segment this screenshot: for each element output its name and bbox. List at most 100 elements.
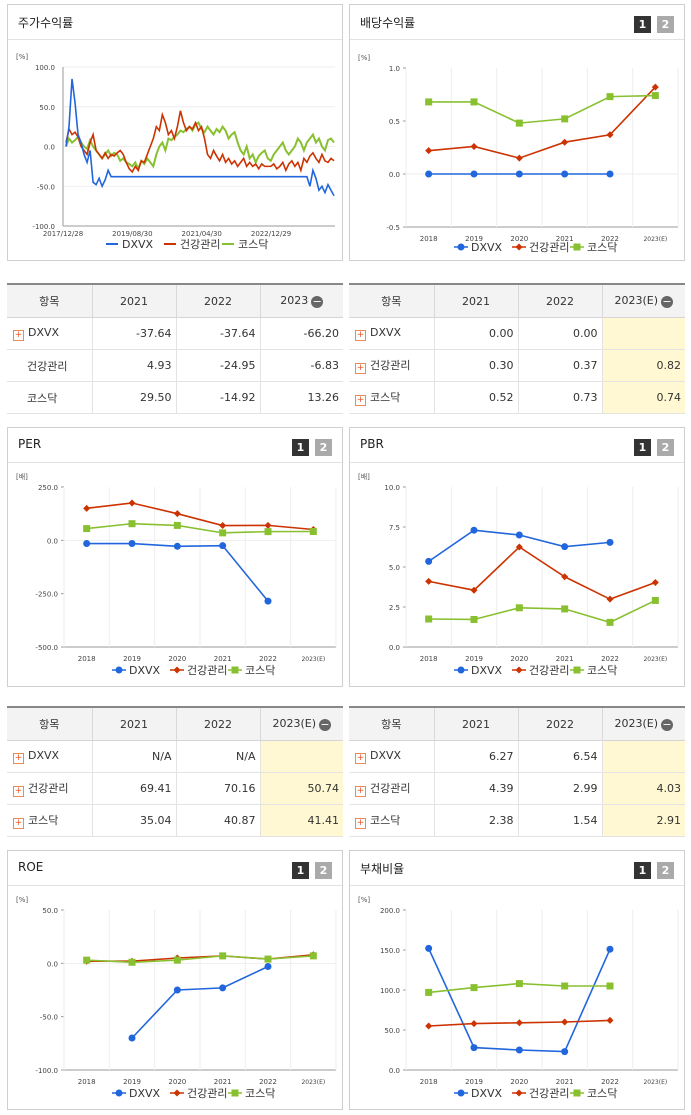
y-tick-label: 0.0 xyxy=(44,144,55,152)
row-label[interactable]: + 코스닥 xyxy=(349,804,434,837)
column-header-year: 2023− xyxy=(259,283,343,318)
table-cell: N/A xyxy=(175,740,260,773)
row-label[interactable]: + 코스닥 xyxy=(7,804,92,837)
x-tick-label: 2021 xyxy=(214,655,232,663)
page-1-button[interactable]: 1 xyxy=(292,439,309,456)
page-1-button[interactable]: 1 xyxy=(634,16,651,33)
row-label[interactable]: + DXVX xyxy=(7,740,92,773)
row-label[interactable]: + DXVX xyxy=(349,740,434,773)
panel-title: 배당수익률 xyxy=(360,16,416,30)
expand-icon[interactable]: + xyxy=(13,330,24,341)
data-point xyxy=(515,980,523,988)
table-cell: 70.16 xyxy=(175,772,260,805)
column-header-year: 2022 xyxy=(175,706,260,741)
page-2-button[interactable]: 2 xyxy=(315,862,332,879)
row-label[interactable]: + DXVX xyxy=(349,317,434,350)
legend-label: 건강관리 xyxy=(529,241,569,254)
expand-icon[interactable]: + xyxy=(355,395,366,406)
row-name: DXVX xyxy=(28,326,60,339)
data-point xyxy=(83,525,91,533)
series-line xyxy=(428,86,656,159)
pbr-table: 항목 2021 2022 2023(E) − + DXVX 6.27 6.54 + 건강관리 4.39… xyxy=(349,706,685,837)
collapse-icon[interactable]: − xyxy=(661,718,674,731)
data-point xyxy=(561,1048,569,1056)
expand-icon[interactable]: + xyxy=(13,786,24,797)
data-point xyxy=(470,615,478,623)
page-1-button[interactable]: 1 xyxy=(634,862,651,879)
row-label[interactable]: + 건강관리 xyxy=(7,772,92,805)
y-tick-label: 1.0 xyxy=(389,65,400,73)
page-1-button[interactable]: 1 xyxy=(292,862,309,879)
row-label[interactable]: + DXVX xyxy=(7,317,92,350)
data-point xyxy=(651,92,659,100)
x-tick-label: 2021/04/30 xyxy=(182,230,222,238)
expand-icon[interactable]: + xyxy=(13,818,24,829)
series-line xyxy=(427,948,611,1053)
table-row: + DXVX N/A N/A xyxy=(7,740,343,773)
expand-icon[interactable]: + xyxy=(355,330,366,341)
data-point xyxy=(573,666,581,674)
table-row: + 건강관리 0.30 0.37 0.82 xyxy=(349,349,685,382)
data-point xyxy=(128,958,136,966)
table-cell: 41.41 xyxy=(259,804,343,837)
row-label: 건강관리 xyxy=(7,349,92,382)
expand-icon[interactable]: + xyxy=(355,363,366,374)
expand-icon[interactable]: + xyxy=(355,818,366,829)
header-label: 2021 xyxy=(462,717,490,731)
table-cell: 2.91 xyxy=(601,804,685,837)
y-tick-label: -250.0 xyxy=(35,591,58,599)
data-point xyxy=(561,982,569,990)
table-cell xyxy=(259,740,343,773)
page-2-button[interactable]: 2 xyxy=(657,862,674,879)
header-label: 2023(E) xyxy=(272,717,317,730)
row-label[interactable]: + 코스닥 xyxy=(349,381,434,414)
row-label[interactable]: + 건강관리 xyxy=(349,349,434,382)
collapse-icon[interactable]: − xyxy=(311,295,324,308)
expand-icon[interactable]: + xyxy=(13,753,24,764)
data-point xyxy=(470,98,478,106)
table-cell: 0.82 xyxy=(601,349,685,382)
data-point xyxy=(606,538,614,546)
data-point xyxy=(173,986,181,994)
page-2-button[interactable]: 2 xyxy=(657,439,674,456)
data-point xyxy=(83,504,91,512)
x-tick-label: 2019 xyxy=(465,655,483,663)
y-tick-label: 100.0 xyxy=(380,987,400,995)
legend-label: 코스닥 xyxy=(245,664,275,677)
panel-header: 주가수익률 xyxy=(8,5,342,40)
dividend-yield-chart: [%] 1.0 0.5 0.0 -0.5 2018 2019 2020 2021 2022 2023… xyxy=(358,54,679,254)
x-tick-label: 2022 xyxy=(601,655,619,663)
pbr-chart: [배] 10.0 7.5 5.0 2.5 0.0 2018 2019 2020 2021 2022 2… xyxy=(358,472,679,677)
header-label: 2022 xyxy=(546,294,574,308)
x-tick-label: 2019 xyxy=(123,655,141,663)
series-line xyxy=(86,522,314,534)
data-point xyxy=(606,618,614,626)
collapse-icon[interactable]: − xyxy=(319,718,332,731)
x-tick-label: 2020 xyxy=(510,1078,528,1086)
page-1-button[interactable]: 1 xyxy=(634,439,651,456)
collapse-icon[interactable]: − xyxy=(661,295,674,308)
table-cell: 2.38 xyxy=(433,804,518,837)
axis-unit: [%] xyxy=(358,896,370,904)
expand-icon[interactable]: + xyxy=(355,786,366,797)
header-label: 2023(E) xyxy=(614,294,659,307)
data-point xyxy=(470,984,478,992)
y-tick-label: -100.0 xyxy=(32,223,55,231)
x-tick-label: 2021 xyxy=(556,235,574,243)
page-2-button[interactable]: 2 xyxy=(315,439,332,456)
data-point xyxy=(515,119,523,127)
axis-unit: [배] xyxy=(358,472,370,481)
expand-icon[interactable]: + xyxy=(355,753,366,764)
y-tick-label: 50.0 xyxy=(384,1027,400,1035)
data-point xyxy=(470,586,478,594)
page-2-button[interactable]: 2 xyxy=(657,16,674,33)
row-name: 코스닥 xyxy=(370,814,401,827)
row-label[interactable]: + 건강관리 xyxy=(349,772,434,805)
header-label: 항목 xyxy=(381,718,402,731)
per-table: 항목 2021 2022 2023(E) − + DXVX N/A N/A + 건강관리 69.41 7… xyxy=(7,706,343,837)
data-point xyxy=(219,952,227,960)
data-point xyxy=(219,529,227,537)
